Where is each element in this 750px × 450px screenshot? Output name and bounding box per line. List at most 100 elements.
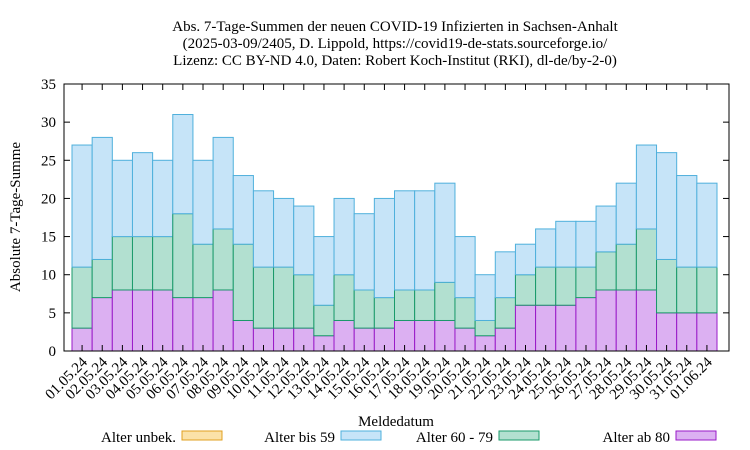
bar-segment-13-1 [333, 274, 355, 321]
bar-segment-19-2 [454, 236, 476, 299]
chart-title-line-2: (2025-03-09/2405, D. Lippold, https://co… [183, 36, 608, 52]
bar-segment-28-0 [635, 289, 658, 352]
legend-label-0: Alter unbek. [101, 430, 176, 446]
bar-segment-29-1 [656, 258, 678, 314]
bar-segment-22-2 [514, 243, 537, 276]
bar-segment-20-1 [474, 319, 496, 337]
bar-segment-31-2 [696, 182, 718, 268]
bar-segment-18-1 [434, 281, 456, 321]
bar-segment-19-1 [454, 297, 476, 329]
bar-segment-3-0 [131, 289, 154, 352]
bar-segment-17-1 [414, 289, 436, 321]
bar-segment-4-1 [152, 236, 174, 291]
bar-segment-8-1 [232, 243, 254, 321]
x-axis-label: Meldedatum [358, 414, 434, 430]
legend-swatch-0 [181, 430, 223, 441]
bar-segment-24-1 [555, 266, 577, 306]
y-tick-label-1: 5 [49, 306, 57, 322]
bar-segment-20-2 [474, 274, 496, 321]
bar-segment-23-2 [535, 228, 557, 268]
bar-segment-4-2 [152, 159, 174, 238]
bar-segment-5-1 [172, 213, 194, 299]
bar-segment-6-0 [192, 297, 214, 352]
bar-segment-5-2 [172, 114, 194, 215]
bar-segment-14-2 [353, 213, 375, 291]
bar-segment-0-1 [71, 266, 93, 329]
bar-segment-2-1 [111, 236, 133, 291]
bar-segment-29-2 [656, 152, 678, 260]
bar-segment-24-2 [555, 220, 577, 268]
bar-segment-21-1 [494, 297, 516, 329]
bar-segment-6-1 [192, 243, 214, 299]
bar-segment-3-1 [131, 236, 154, 291]
bar-segment-11-1 [293, 274, 315, 329]
legend-swatch-1 [340, 430, 382, 441]
bar-segment-21-2 [494, 251, 516, 299]
bar-segment-3-2 [131, 152, 154, 238]
bar-segment-7-2 [212, 136, 234, 230]
bar-segment-7-1 [212, 228, 234, 291]
bar-segment-24-0 [555, 304, 577, 352]
bar-segment-8-2 [232, 175, 254, 245]
bar-segment-12-1 [313, 304, 335, 337]
bar-segment-11-2 [293, 205, 315, 276]
bar-segment-27-0 [615, 289, 637, 352]
bar-segment-18-2 [434, 182, 456, 283]
y-tick-label-7: 35 [41, 77, 56, 93]
bar-segment-2-2 [111, 159, 133, 238]
legend-label-2: Alter 60 - 79 [416, 430, 493, 446]
legend-label-3: Alter ab 80 [603, 430, 670, 446]
bar-segment-22-0 [514, 304, 537, 352]
bar-segment-15-2 [373, 197, 395, 299]
y-tick-label-3: 15 [41, 230, 56, 246]
bar-segment-5-0 [172, 297, 194, 352]
bar-segment-31-1 [696, 266, 718, 314]
bar-segment-12-2 [313, 236, 335, 306]
bar-segment-16-2 [394, 190, 416, 291]
bar-segment-7-0 [212, 289, 234, 352]
bar-segment-28-2 [635, 144, 658, 230]
bar-segment-17-2 [414, 190, 436, 291]
bar-segment-23-1 [535, 266, 557, 306]
y-tick-label-6: 30 [41, 115, 56, 131]
legend: Alter unbek. Alter bis 59 Alter 60 - 79 Alt… [101, 430, 717, 446]
bar-segment-6-2 [192, 159, 214, 245]
bar-segment-30-2 [676, 175, 698, 268]
x-axis: 01.05.2402.05.2403.05.2404.05.2405.05.24… [42, 84, 716, 403]
bars [71, 114, 718, 352]
bar-segment-25-1 [575, 266, 597, 299]
bar-segment-26-2 [595, 205, 617, 253]
legend-swatch-3 [675, 430, 717, 441]
bar-segment-10-2 [273, 197, 295, 268]
chart-title-line-3: Lizenz: CC BY-ND 4.0, Daten: Robert Koch… [173, 53, 617, 69]
bar-segment-1-1 [91, 258, 113, 299]
bar-segment-25-0 [575, 297, 597, 352]
y-tick-label-0: 0 [49, 344, 57, 360]
bar-segment-26-0 [595, 289, 617, 352]
bar-segment-0-2 [71, 144, 93, 268]
bar-segment-27-1 [615, 243, 637, 291]
bar-segment-25-2 [575, 220, 597, 268]
bar-segment-13-2 [333, 197, 355, 276]
bar-segment-15-1 [373, 297, 395, 329]
y-axis: 0 5 10 15 20 25 30 35 [41, 77, 729, 360]
bar-segment-22-1 [514, 274, 537, 306]
bar-segment-10-1 [273, 266, 295, 329]
bar-segment-23-0 [535, 304, 557, 352]
y-axis-label: Absolute 7-Tage-Summe [8, 142, 24, 293]
bar-segment-2-0 [111, 289, 133, 352]
bar-segment-1-0 [91, 297, 113, 352]
legend-swatch-2 [498, 430, 540, 441]
bar-segment-1-2 [91, 136, 113, 260]
bar-segment-9-2 [252, 190, 275, 268]
bar-segment-16-1 [394, 289, 416, 321]
y-tick-label-5: 25 [41, 153, 56, 169]
plot-frame [63, 83, 730, 352]
bar-segment-26-1 [595, 251, 617, 291]
chart-title-line-1: Abs. 7-Tage-Summen der neuen COVID-19 In… [172, 19, 618, 35]
bar-segment-27-2 [615, 182, 637, 245]
bar-segment-30-1 [676, 266, 698, 314]
bar-segment-9-1 [252, 266, 275, 329]
chart-title: Abs. 7-Tage-Summen der neuen COVID-19 In… [172, 19, 618, 69]
